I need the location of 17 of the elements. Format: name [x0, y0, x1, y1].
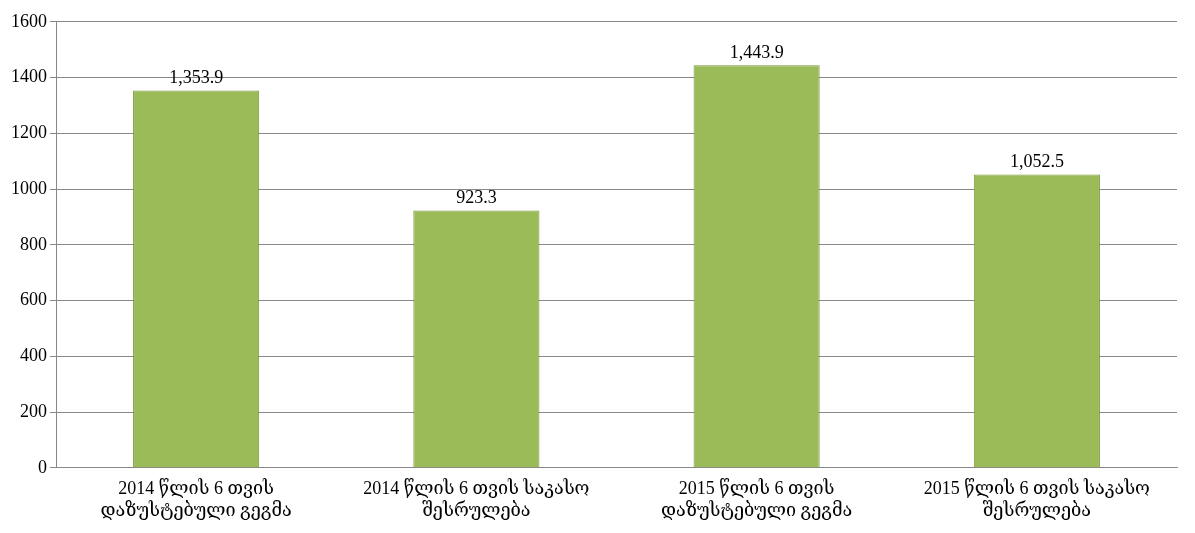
x-tick-label: 2014 წლის 6 თვის დაზუსტებული გეგმა [100, 478, 292, 520]
y-tick-label: 800 [20, 233, 47, 254]
y-tick-label: 200 [20, 400, 47, 421]
y-tick-label: 400 [20, 345, 47, 366]
y-tick-label: 0 [38, 456, 47, 477]
data-label: 1,443.9 [729, 42, 784, 63]
x-tick-label: 2014 წლის 6 თვის საკასო შესრულება [363, 478, 590, 520]
x-tick-label: 2015 წლის 6 თვის დაზუსტებული გეგმა [661, 478, 853, 520]
data-label: 1,353.9 [169, 67, 224, 88]
data-label: 1,052.5 [1009, 151, 1064, 172]
y-tick-label: 600 [20, 289, 47, 310]
x-tick-label: 2015 წლის 6 თვის საკასო შესრულება [923, 478, 1150, 520]
y-tick-label: 1400 [11, 66, 47, 87]
y-tick-label: 1600 [11, 10, 47, 31]
data-label: 923.3 [456, 187, 497, 208]
y-tick-label: 1000 [11, 177, 47, 198]
y-tick-label: 1200 [11, 122, 47, 143]
